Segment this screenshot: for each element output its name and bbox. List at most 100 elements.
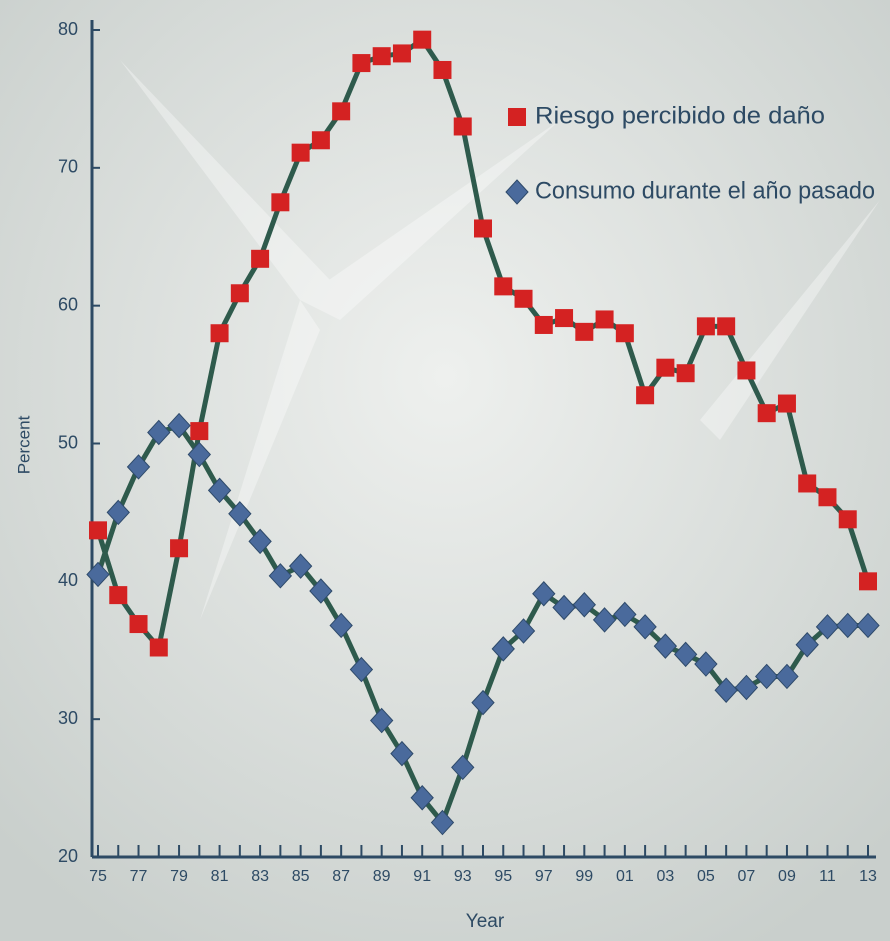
x-tick-label: 87 [332,868,350,885]
data-point [453,117,472,136]
data-point [390,740,414,767]
x-tick-label: 11 [819,868,836,885]
data-point [228,501,252,527]
data-point [271,193,290,212]
data-point [167,412,191,439]
x-tick-label: 95 [494,868,512,885]
legend-marker [505,179,529,205]
x-tick-label: 93 [454,868,472,885]
data-point [514,289,533,308]
data-point [532,580,556,607]
data-point [673,641,698,668]
y-axis-label: Percent [14,415,33,474]
x-tick-label: 99 [575,868,593,885]
data-point [636,386,655,405]
x-tick-label: 13 [859,868,877,885]
x-tick-label: 83 [251,868,269,885]
data-point [613,601,637,628]
data-point [474,219,492,238]
data-point [413,30,432,49]
data-point [451,754,475,781]
data-point [129,615,148,634]
x-tick-label: 81 [211,868,229,885]
data-point [795,631,819,658]
data-point [349,656,374,683]
data-point [147,419,171,446]
data-point [230,284,249,303]
data-point [798,474,817,493]
data-point [430,809,455,836]
data-point [511,618,536,644]
data-point [676,364,695,383]
data-point [392,44,411,63]
data-point [332,102,351,121]
data-point [815,614,840,640]
data-point [555,309,574,328]
y-tick-label: 20 [58,846,78,866]
data-point [494,277,513,296]
data-point [291,143,310,162]
data-point [859,572,877,591]
data-point [714,677,738,703]
data-point [372,47,391,66]
data-point [352,54,371,73]
x-tick-label: 75 [89,868,107,885]
data-point [734,674,759,701]
x-tick-label: 77 [130,868,148,885]
data-point [126,454,151,480]
data-point [856,612,880,639]
x-tick-label: 89 [373,868,391,885]
data-point [717,317,736,336]
data-point [653,633,678,659]
data-point [775,663,799,690]
data-point [106,499,130,526]
data-point [757,404,776,423]
x-tick-label: 01 [616,868,634,885]
data-point [190,422,209,441]
data-point [755,663,779,690]
x-tick-label: 91 [413,868,431,885]
data-point [777,394,796,413]
legend-marker [508,108,526,126]
data-point [552,594,576,621]
data-point [433,60,452,79]
x-tick-label: 07 [738,868,756,885]
x-tick-label: 05 [697,868,715,885]
legend-label: Riesgo percibido de daño [535,102,825,129]
data-point [534,315,553,334]
data-point [309,578,333,604]
legend-label: Consumo durante el año pasado [535,177,875,204]
data-point [311,131,330,150]
data-point [170,539,189,558]
data-point [575,322,594,341]
data-point [838,510,857,529]
data-point [694,651,718,677]
data-point [149,638,168,657]
data-point [109,586,128,605]
x-tick-label: 85 [292,868,310,885]
data-point [288,553,313,579]
data-point [737,361,756,380]
x-tick-label: 97 [535,868,553,885]
data-point [656,358,675,377]
data-point [268,563,293,589]
y-tick-label: 40 [58,570,78,590]
data-point [592,607,617,633]
x-tick-label: 03 [656,868,674,885]
data-point [370,707,394,734]
data-point [248,528,272,555]
data-point [86,561,110,588]
data-point [251,249,270,268]
data-point [491,636,515,662]
data-point [836,612,860,639]
data-point [210,324,229,343]
data-point [818,488,837,507]
y-tick-label: 50 [58,432,78,452]
data-point [696,317,715,336]
data-point [410,784,434,811]
data-point [187,441,211,468]
x-tick-label: 09 [778,868,796,885]
data-point [207,477,232,504]
